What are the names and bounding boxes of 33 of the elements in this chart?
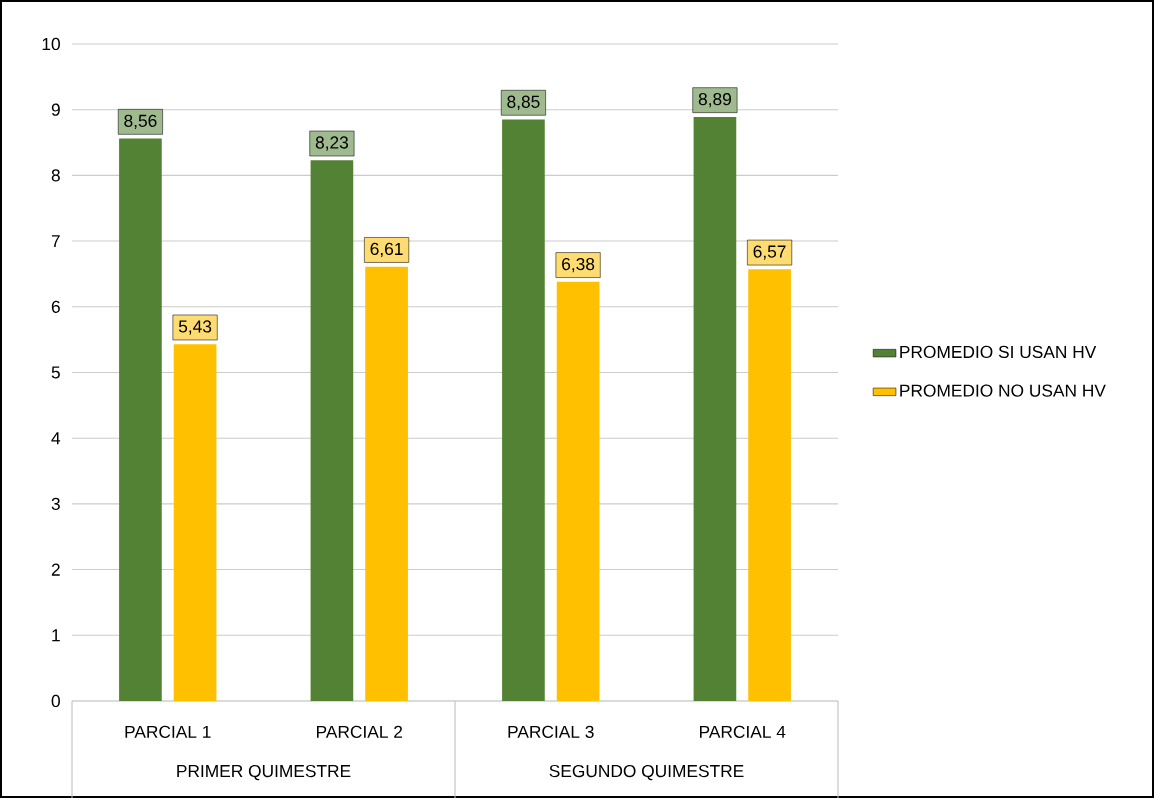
y-tick-label: 6 — [51, 300, 60, 313]
x-tick-label: PARCIAL 1 — [125, 725, 211, 738]
text: PRIMER QUIMESTRE — [177, 764, 351, 781]
y-tick-label: 7 — [51, 235, 60, 248]
data-label: 8,23 — [315, 136, 349, 151]
y-tick-label: 8 — [51, 169, 60, 182]
bar — [119, 138, 162, 701]
legend-label: PROMEDIO NO USAN HV — [900, 384, 1106, 397]
bar — [502, 119, 545, 701]
data-label: 8,89 — [698, 92, 731, 108]
y-tick-label: 2 — [51, 563, 60, 576]
data-label: 8,56 — [124, 114, 157, 129]
y-tick-label: 10 — [42, 37, 60, 51]
data-label: 6,38 — [562, 257, 595, 273]
x-tick-label: PARCIAL 4 — [700, 725, 786, 738]
bar — [310, 160, 354, 701]
y-tick-label: 4 — [51, 432, 61, 445]
text: SEGUNDO QUIMESTRE — [549, 764, 744, 781]
y-tick-label: 5 — [51, 366, 60, 379]
data-label: 6,61 — [370, 242, 403, 258]
data-label: 5,43 — [178, 320, 212, 335]
data-label: 8,85 — [507, 95, 540, 110]
y-tick-label: 9 — [51, 103, 60, 116]
y-tick-label: 3 — [51, 497, 60, 511]
data-label: 6,57 — [753, 245, 786, 260]
bar — [365, 266, 408, 701]
x-tick-label: PARCIAL 3 — [508, 725, 594, 738]
y-tick-label: 1 — [52, 629, 60, 642]
bar — [748, 269, 791, 701]
bar — [173, 344, 217, 701]
y-tick-label: 0 — [51, 694, 60, 708]
x-tick-label: PARCIAL 2 — [317, 725, 403, 738]
legend-label: PROMEDIO SI USAN HV — [900, 345, 1097, 359]
